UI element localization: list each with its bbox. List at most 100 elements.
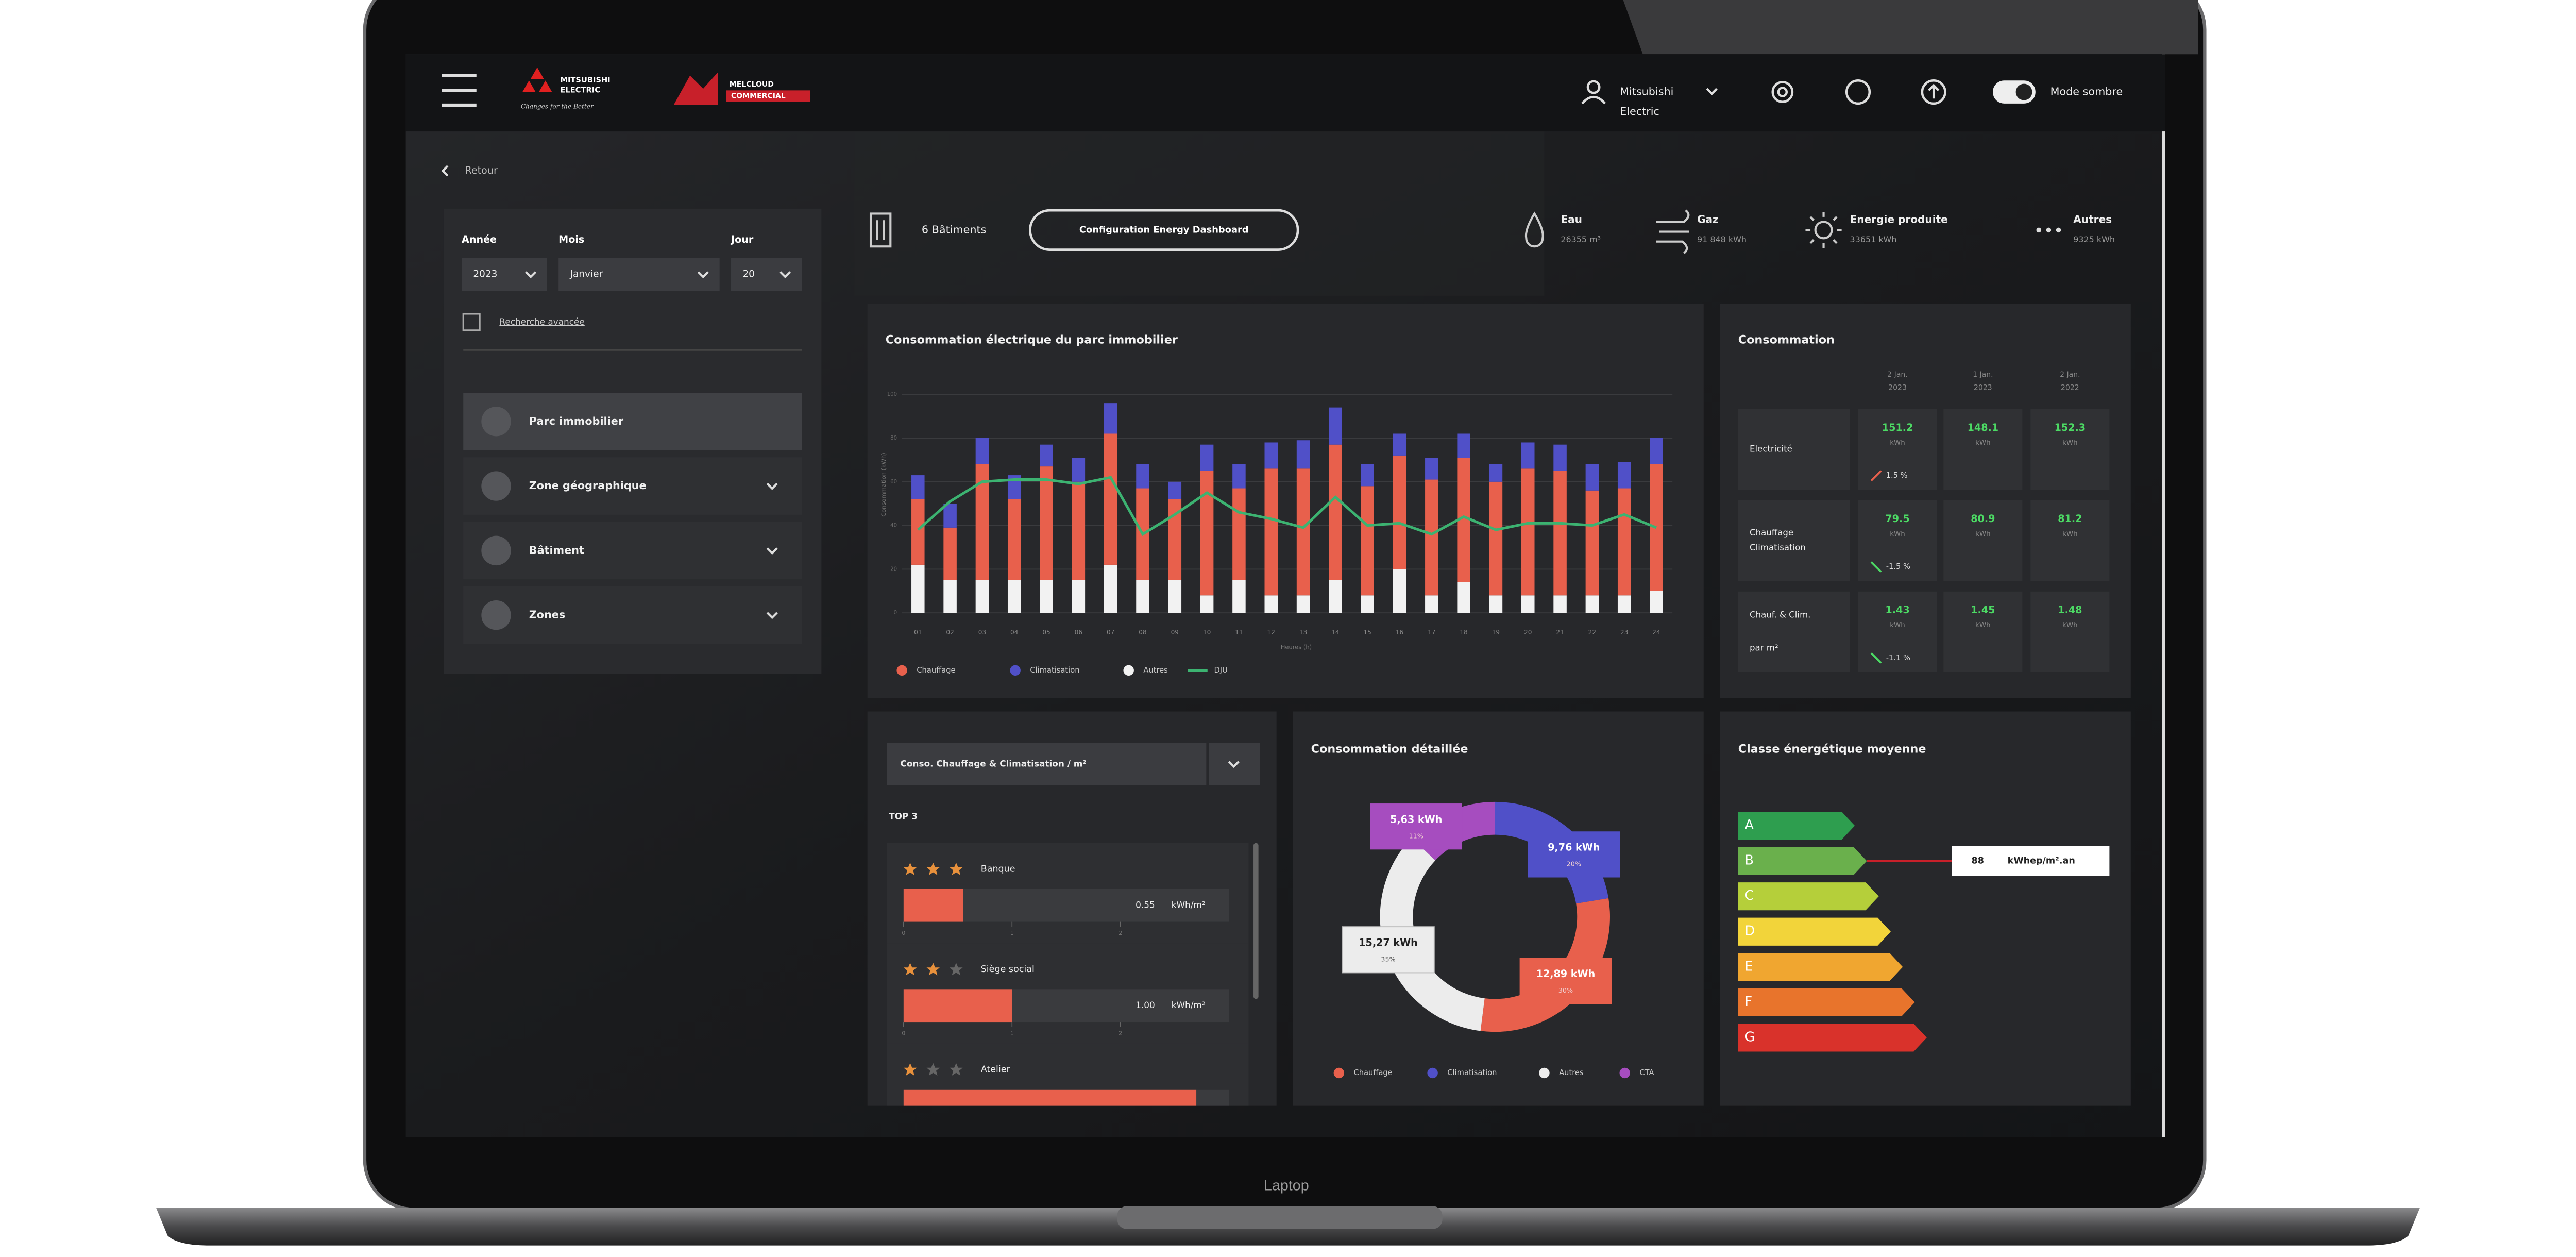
product: COMMERCIAL: [731, 92, 786, 100]
config-button-label[interactable]: Configuration Energy Dashboard: [1079, 224, 1249, 235]
menu-label[interactable]: Zone géographique: [529, 479, 647, 492]
config-button[interactable]: [1028, 209, 1299, 252]
cell-unit: kWh: [2062, 622, 2077, 629]
bar-segment: [1553, 444, 1567, 471]
table-cell: [1943, 500, 2023, 581]
menu-item[interactable]: [463, 457, 802, 515]
table-cell: [1943, 409, 2023, 490]
star-rating: [903, 963, 963, 976]
legend-label: Autres: [1559, 1068, 1583, 1077]
menu-label[interactable]: Parc immobilier: [529, 415, 624, 427]
menu-label[interactable]: Zones: [529, 609, 565, 621]
x-tick-label: 04: [1010, 629, 1019, 636]
energy-class-bar: [1738, 1024, 1927, 1052]
bar-segment: [1393, 569, 1406, 613]
bar-segment: [1007, 499, 1021, 580]
energy-class-bar: [1738, 953, 1903, 981]
bar-segment: [943, 527, 957, 580]
bar-segment: [1104, 433, 1117, 565]
lid-glare: [1623, 0, 2198, 55]
row-label: Chauffage: [1750, 528, 1793, 538]
screen-edge: [2162, 54, 2165, 1137]
table-cell: [1858, 591, 1937, 672]
back-link[interactable]: Retour: [465, 164, 498, 176]
filter-select[interactable]: [731, 258, 802, 291]
selector-label[interactable]: Conso. Chauffage & Climatisation / m²: [900, 759, 1086, 769]
bar-segment: [1393, 433, 1406, 456]
row-label: Climatisation: [1750, 543, 1806, 552]
bar-segment: [1425, 458, 1438, 480]
class-label: B: [1744, 853, 1754, 868]
menu-icon[interactable]: [442, 74, 477, 107]
user-name[interactable]: Electric: [1620, 105, 1659, 118]
buildings-count: 6 Bâtiments: [922, 223, 987, 236]
value-label: 12,89 kWh: [1536, 968, 1596, 980]
table-cell: [2030, 500, 2110, 581]
star-rating: [903, 1063, 963, 1076]
row-label-cell: [1738, 500, 1850, 581]
metric-value: 33651 kWh: [1850, 234, 1897, 244]
filter-select[interactable]: [558, 258, 720, 291]
x-tick-label: 21: [1556, 629, 1564, 636]
cell-value: 79.5: [1885, 513, 1909, 525]
menu-label[interactable]: Bâtiment: [529, 544, 584, 556]
menu-item[interactable]: [463, 392, 802, 450]
panel-electric: [867, 304, 1704, 698]
bar-segment: [1040, 444, 1053, 467]
bar-segment: [1361, 486, 1374, 596]
trend-arrow: [1870, 652, 1882, 664]
star: [926, 963, 940, 976]
energy-class-bar: [1738, 988, 1915, 1016]
percent-label: 30%: [1558, 987, 1573, 995]
energy-class-bar: [1738, 811, 1855, 840]
trend-label: 1.5 %: [1886, 471, 1908, 480]
menu-item[interactable]: [463, 522, 802, 580]
header-icons[interactable]: [1581, 79, 1946, 105]
x-tick-label: 01: [914, 629, 922, 636]
value-label: 9,76 kWh: [1548, 842, 1600, 853]
x-tick-label: 17: [1428, 629, 1435, 636]
star: [950, 1063, 963, 1076]
bar-segment: [943, 580, 957, 613]
bar-segment: [1521, 595, 1535, 613]
menu-icon: [481, 407, 511, 437]
filter-label: Année: [462, 233, 497, 245]
chart-title: Consommation électrique du parc immobili…: [886, 333, 1178, 346]
x-tick-label: 12: [1267, 629, 1275, 636]
cell-value: 80.9: [1971, 513, 1995, 525]
panel-donut: [1293, 711, 1704, 1106]
metric-selector[interactable]: [887, 743, 1260, 785]
x-tick-label: 09: [1171, 629, 1179, 636]
bar-segment: [1329, 444, 1342, 580]
cell-value: 148.1: [1968, 422, 1999, 433]
x-tick-label: 16: [1396, 629, 1403, 636]
x-tick-label: 1: [1010, 1030, 1014, 1036]
x-tick-label: 18: [1460, 629, 1467, 636]
bar-segment: [1650, 591, 1663, 613]
cell-unit: kWh: [1975, 530, 1990, 538]
user-name[interactable]: Mitsubishi: [1620, 86, 1673, 98]
brand: MITSUBISHI: [560, 76, 610, 85]
mitsubishi-logo: [522, 67, 552, 92]
column-header: 1 Jan.: [1973, 371, 1993, 379]
row-label-cell: [1738, 591, 1850, 672]
advanced-search[interactable]: Recherche avancée: [499, 316, 584, 327]
bar-segment: [1168, 481, 1182, 499]
legend-swatch: [896, 665, 907, 676]
bar-segment: [1072, 458, 1086, 482]
x-tick-label: 02: [946, 629, 954, 636]
menu-item[interactable]: [463, 586, 802, 644]
top-bar: [405, 54, 2165, 132]
mode-label: Mode sombre: [2050, 86, 2123, 98]
column-header: 2023: [1974, 383, 1992, 392]
y-tick-label: 80: [890, 435, 897, 441]
star: [950, 862, 963, 876]
bar-segment: [1521, 468, 1535, 596]
bar-segment: [1361, 464, 1374, 487]
menu-icon: [481, 535, 511, 566]
bar-segment: [1296, 468, 1310, 596]
x-tick-label: 05: [1042, 629, 1050, 636]
trend-label: -1.1 %: [1886, 653, 1910, 662]
x-tick-label: 20: [1524, 629, 1532, 636]
bar-segment: [1200, 444, 1214, 471]
